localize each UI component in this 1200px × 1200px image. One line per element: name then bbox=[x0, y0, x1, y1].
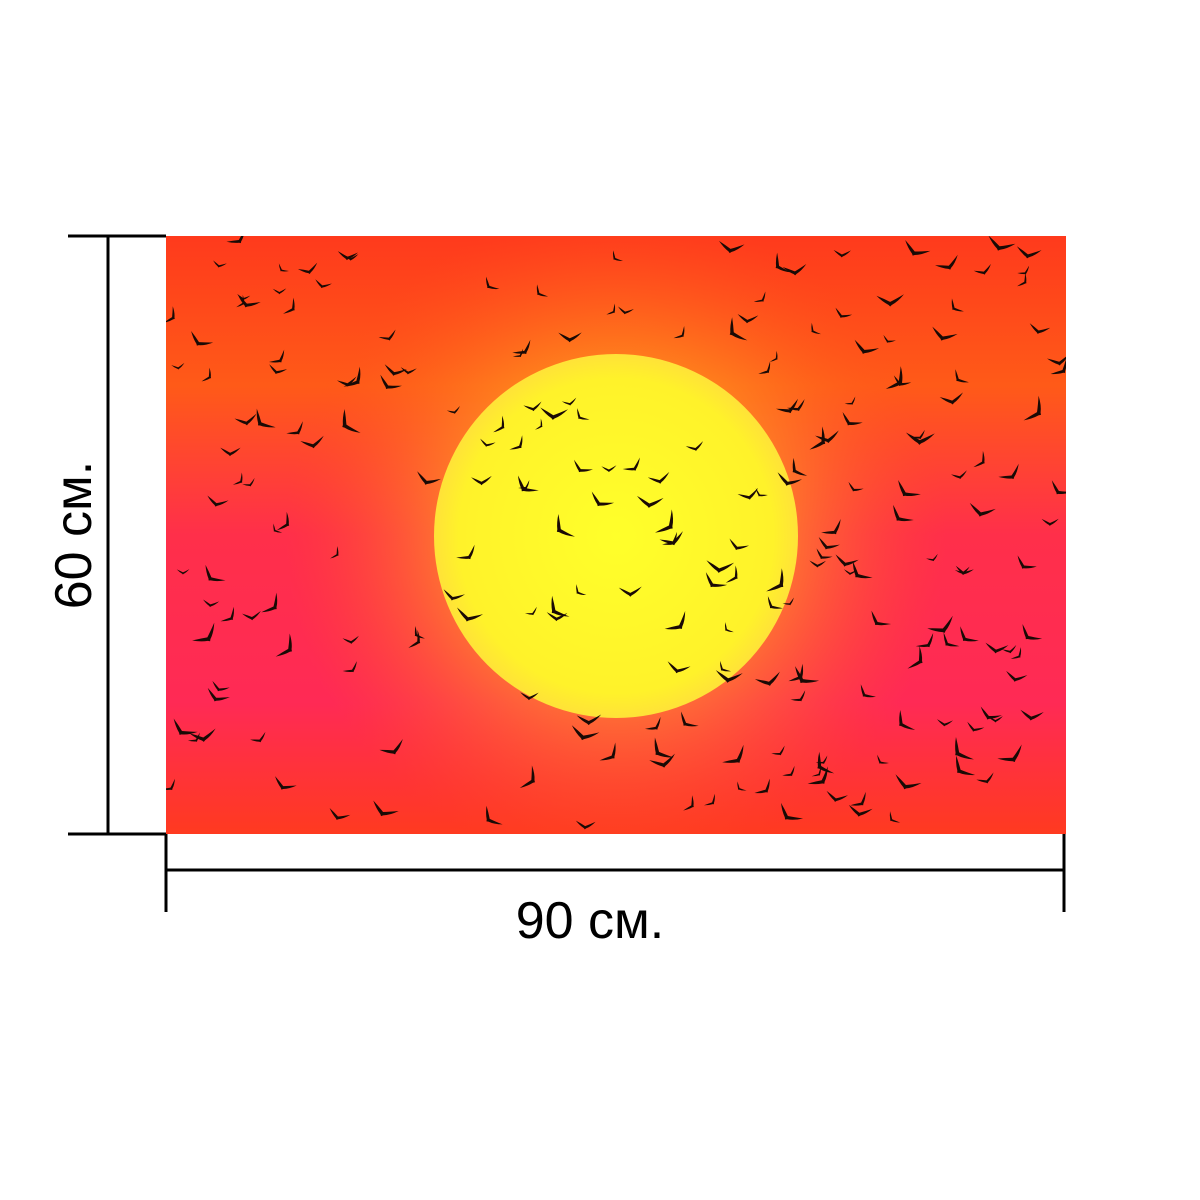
sun bbox=[434, 354, 798, 718]
width-label: 90 см. bbox=[515, 892, 665, 950]
height-label: 60 см. bbox=[45, 460, 103, 610]
dimension-lines bbox=[68, 234, 1066, 912]
photo-print bbox=[166, 236, 1066, 834]
